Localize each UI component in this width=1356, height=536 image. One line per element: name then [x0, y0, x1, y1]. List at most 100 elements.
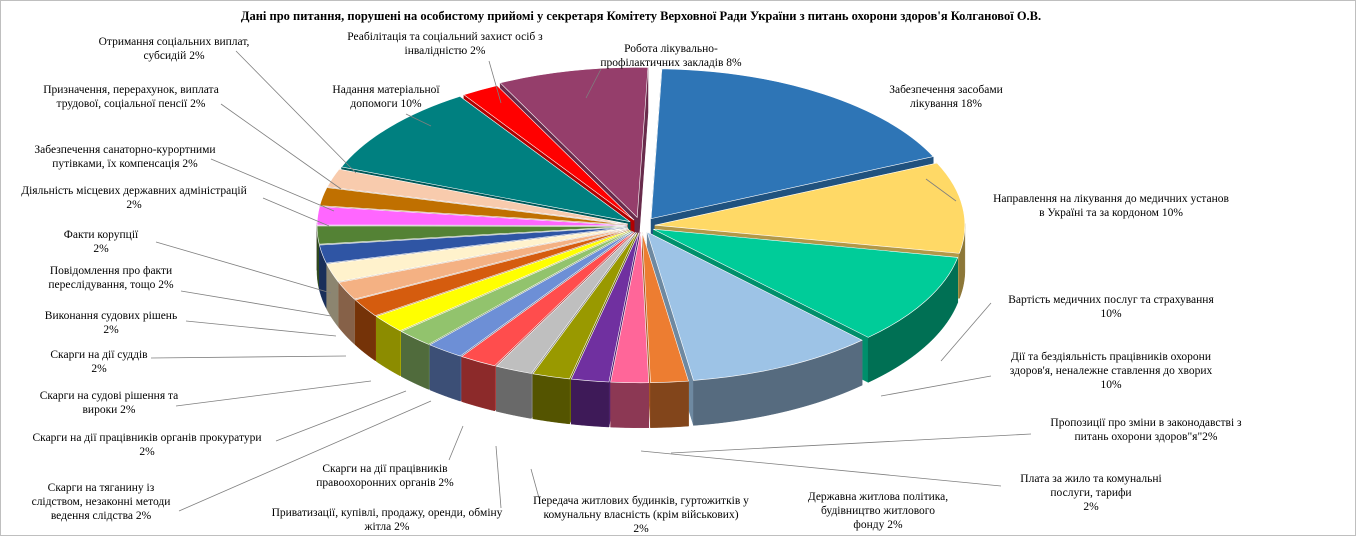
slice-label-s20: Призначення, перерахунок, виплата трудово…: [43, 84, 342, 190]
slice-label-s4: Дії та бездіяльність працівників охорони…: [880, 351, 1213, 397]
slice-label-line: Робота лікувально-: [624, 43, 718, 55]
pie-slice-s6: [610, 232, 650, 429]
slices-layer: [316, 67, 966, 429]
slice-label-s14: Скарги на дії суддів 2%: [50, 349, 347, 375]
slice-label-line: 2%: [126, 199, 142, 211]
slice-label-line: Направлення на лікування до медичних уст…: [993, 193, 1229, 205]
slice-label-line: питань охорони здоров"я"2%: [1075, 431, 1218, 443]
slice-label-s8: Передача житлових будинків, гуртожитків …: [530, 468, 749, 535]
pie-slice-top-s18: [316, 225, 628, 245]
leader-line: [262, 197, 330, 227]
leader-line: [530, 468, 540, 499]
slice-label-line: будівництво житлового: [821, 505, 935, 517]
pie-slice-top-s19: [316, 206, 628, 226]
slice-label-line: ведення слідства 2%: [51, 510, 152, 522]
slice-label-line: Факти корупції: [64, 229, 139, 241]
slice-label-line: вироки 2%: [82, 404, 135, 416]
pie-slice-top-s5: [641, 232, 689, 383]
pie-slice-top-s3: [653, 228, 959, 338]
slice-label-s3: Вартість медичних послуг та страхування 1…: [940, 294, 1214, 362]
pie-slice-top-s11: [429, 231, 633, 357]
slice-label-line: переслідування, тощо 2%: [48, 279, 174, 291]
slice-label-line: Державна житлова політика,: [808, 491, 948, 503]
slice-label-line: Скарги на дії працівників органів прокур…: [32, 432, 261, 444]
slice-label-line: Надання матеріальної: [332, 84, 440, 96]
slice-label-line: Отримання соціальних виплат,: [99, 36, 250, 48]
pie-slice-top-s10: [461, 231, 635, 367]
pie-slice-top-s7: [570, 232, 640, 383]
slice-label-line: Вартість медичних послуг та страхування: [1008, 294, 1214, 306]
leader-line: [235, 50, 357, 174]
pie-slice-top-s20: [319, 187, 628, 226]
leader-line: [640, 450, 1002, 487]
pie-slice-top-s23: [463, 85, 635, 221]
pie-slice-top-s16: [326, 227, 628, 282]
slice-label-line: 2%: [93, 243, 109, 255]
slice-label-line: Скарги на дії працівників: [322, 463, 448, 475]
slice-label-line: Дії та бездіяльність працівників охорони: [1011, 351, 1211, 363]
leader-line: [448, 425, 464, 461]
slice-label-line: 2%: [1083, 501, 1099, 513]
slice-label-line: Діяльність місцевих державних адміністра…: [21, 185, 246, 197]
slice-label-s7: Державна житлова політика, будівництво жи…: [808, 491, 948, 531]
pie-slice-top-s2: [654, 162, 966, 254]
slice-label-s6: Плата за жило та комунальні послуги, тари…: [640, 450, 1162, 513]
pie-slice-top-s22: [340, 96, 631, 223]
slice-label-line: слідством, незаконні методи: [32, 496, 171, 508]
pie-slice-top-s12: [400, 230, 632, 345]
slice-label-s19: Забезпечення санаторно-курортними путівка…: [34, 144, 335, 212]
slice-label-s24: Робота лікувально-профілактичних закладі…: [585, 43, 742, 99]
leader-line: [940, 302, 992, 362]
slice-label-line: здоров'я, неналежне ставлення до хворих: [1010, 365, 1213, 377]
slice-label-line: лікування 18%: [910, 98, 982, 110]
slice-label-line: Реабілітація та соціальний захист осіб з: [347, 31, 543, 43]
leader-line: [880, 375, 992, 397]
slice-label-line: Скарги на судові рішення та: [40, 390, 179, 402]
slice-label-line: Пропозиції про зміни в законодавстві з: [1050, 417, 1242, 429]
pie-slice-top-s8: [532, 232, 638, 380]
slice-label-line: 2%: [91, 363, 107, 375]
pie-slice-top-s1: [650, 68, 934, 220]
slice-label-line: інвалідністю 2%: [405, 45, 486, 57]
pie-slice-top-s6: [610, 232, 650, 384]
pie-slice-top-s9: [495, 232, 636, 374]
leader-line: [150, 355, 347, 359]
leader-line: [210, 158, 335, 212]
slice-label-s13: Скарги на судові рішення та вироки 2%: [40, 380, 372, 416]
slice-label-line: в Україні та за кордоном 10%: [1039, 207, 1183, 219]
slice-label-s10: Скарги на дії працівників правоохоронних …: [316, 425, 464, 489]
pie-slice-top-s17: [319, 226, 628, 264]
pie-slice-s5: [641, 232, 689, 428]
slice-label-line: 2%: [633, 523, 649, 535]
slice-label-line: Призначення, перерахунок, виплата: [43, 84, 219, 96]
slice-label-s18: Діяльність місцевих державних адміністра…: [21, 185, 330, 227]
slice-label-line: 10%: [1100, 379, 1122, 391]
slice-label-line: Забезпечення санаторно-курортними: [34, 144, 215, 156]
leader-line: [220, 103, 342, 190]
pie-slice-top-s14: [354, 229, 630, 317]
labels-layer: Забезпечення засобами лікування 18% Направ…: [21, 31, 1242, 535]
slice-label-s17: Факти корупції 2%: [64, 229, 332, 294]
slice-label-line: жітла 2%: [364, 521, 410, 533]
leader-line: [155, 241, 332, 294]
slice-label-line: 2%: [139, 446, 155, 458]
slice-label-line: Передача житлових будинків, гуртожитків …: [533, 495, 749, 507]
leader-line: [670, 433, 1032, 454]
slice-label-line: трудової, соціальної пенсії 2%: [57, 98, 206, 110]
leader-line: [585, 68, 602, 99]
slice-label-s23: Реабілітація та соціальний захист осіб з…: [347, 31, 543, 104]
slice-label-line: субсидій 2%: [143, 50, 204, 62]
slice-label-line: фонду 2%: [853, 519, 903, 531]
leader-line: [495, 445, 502, 509]
slice-label-line: послуги, тарифи: [1050, 487, 1131, 499]
leader-line: [175, 380, 372, 407]
pie-slice-top-s15: [338, 228, 629, 300]
leader-line: [180, 290, 332, 317]
slice-label-line: путівками, їх компенсація 2%: [52, 158, 198, 170]
slice-label-s9: Приватизації, купівлі, продажу, оренди, …: [272, 445, 503, 533]
slice-label-line: правоохоронних органів 2%: [316, 477, 454, 489]
slice-label-s11: Скарги на тяганину із слідством, незаконн…: [32, 400, 432, 522]
slice-label-line: профілактичних закладів 8%: [600, 57, 742, 69]
